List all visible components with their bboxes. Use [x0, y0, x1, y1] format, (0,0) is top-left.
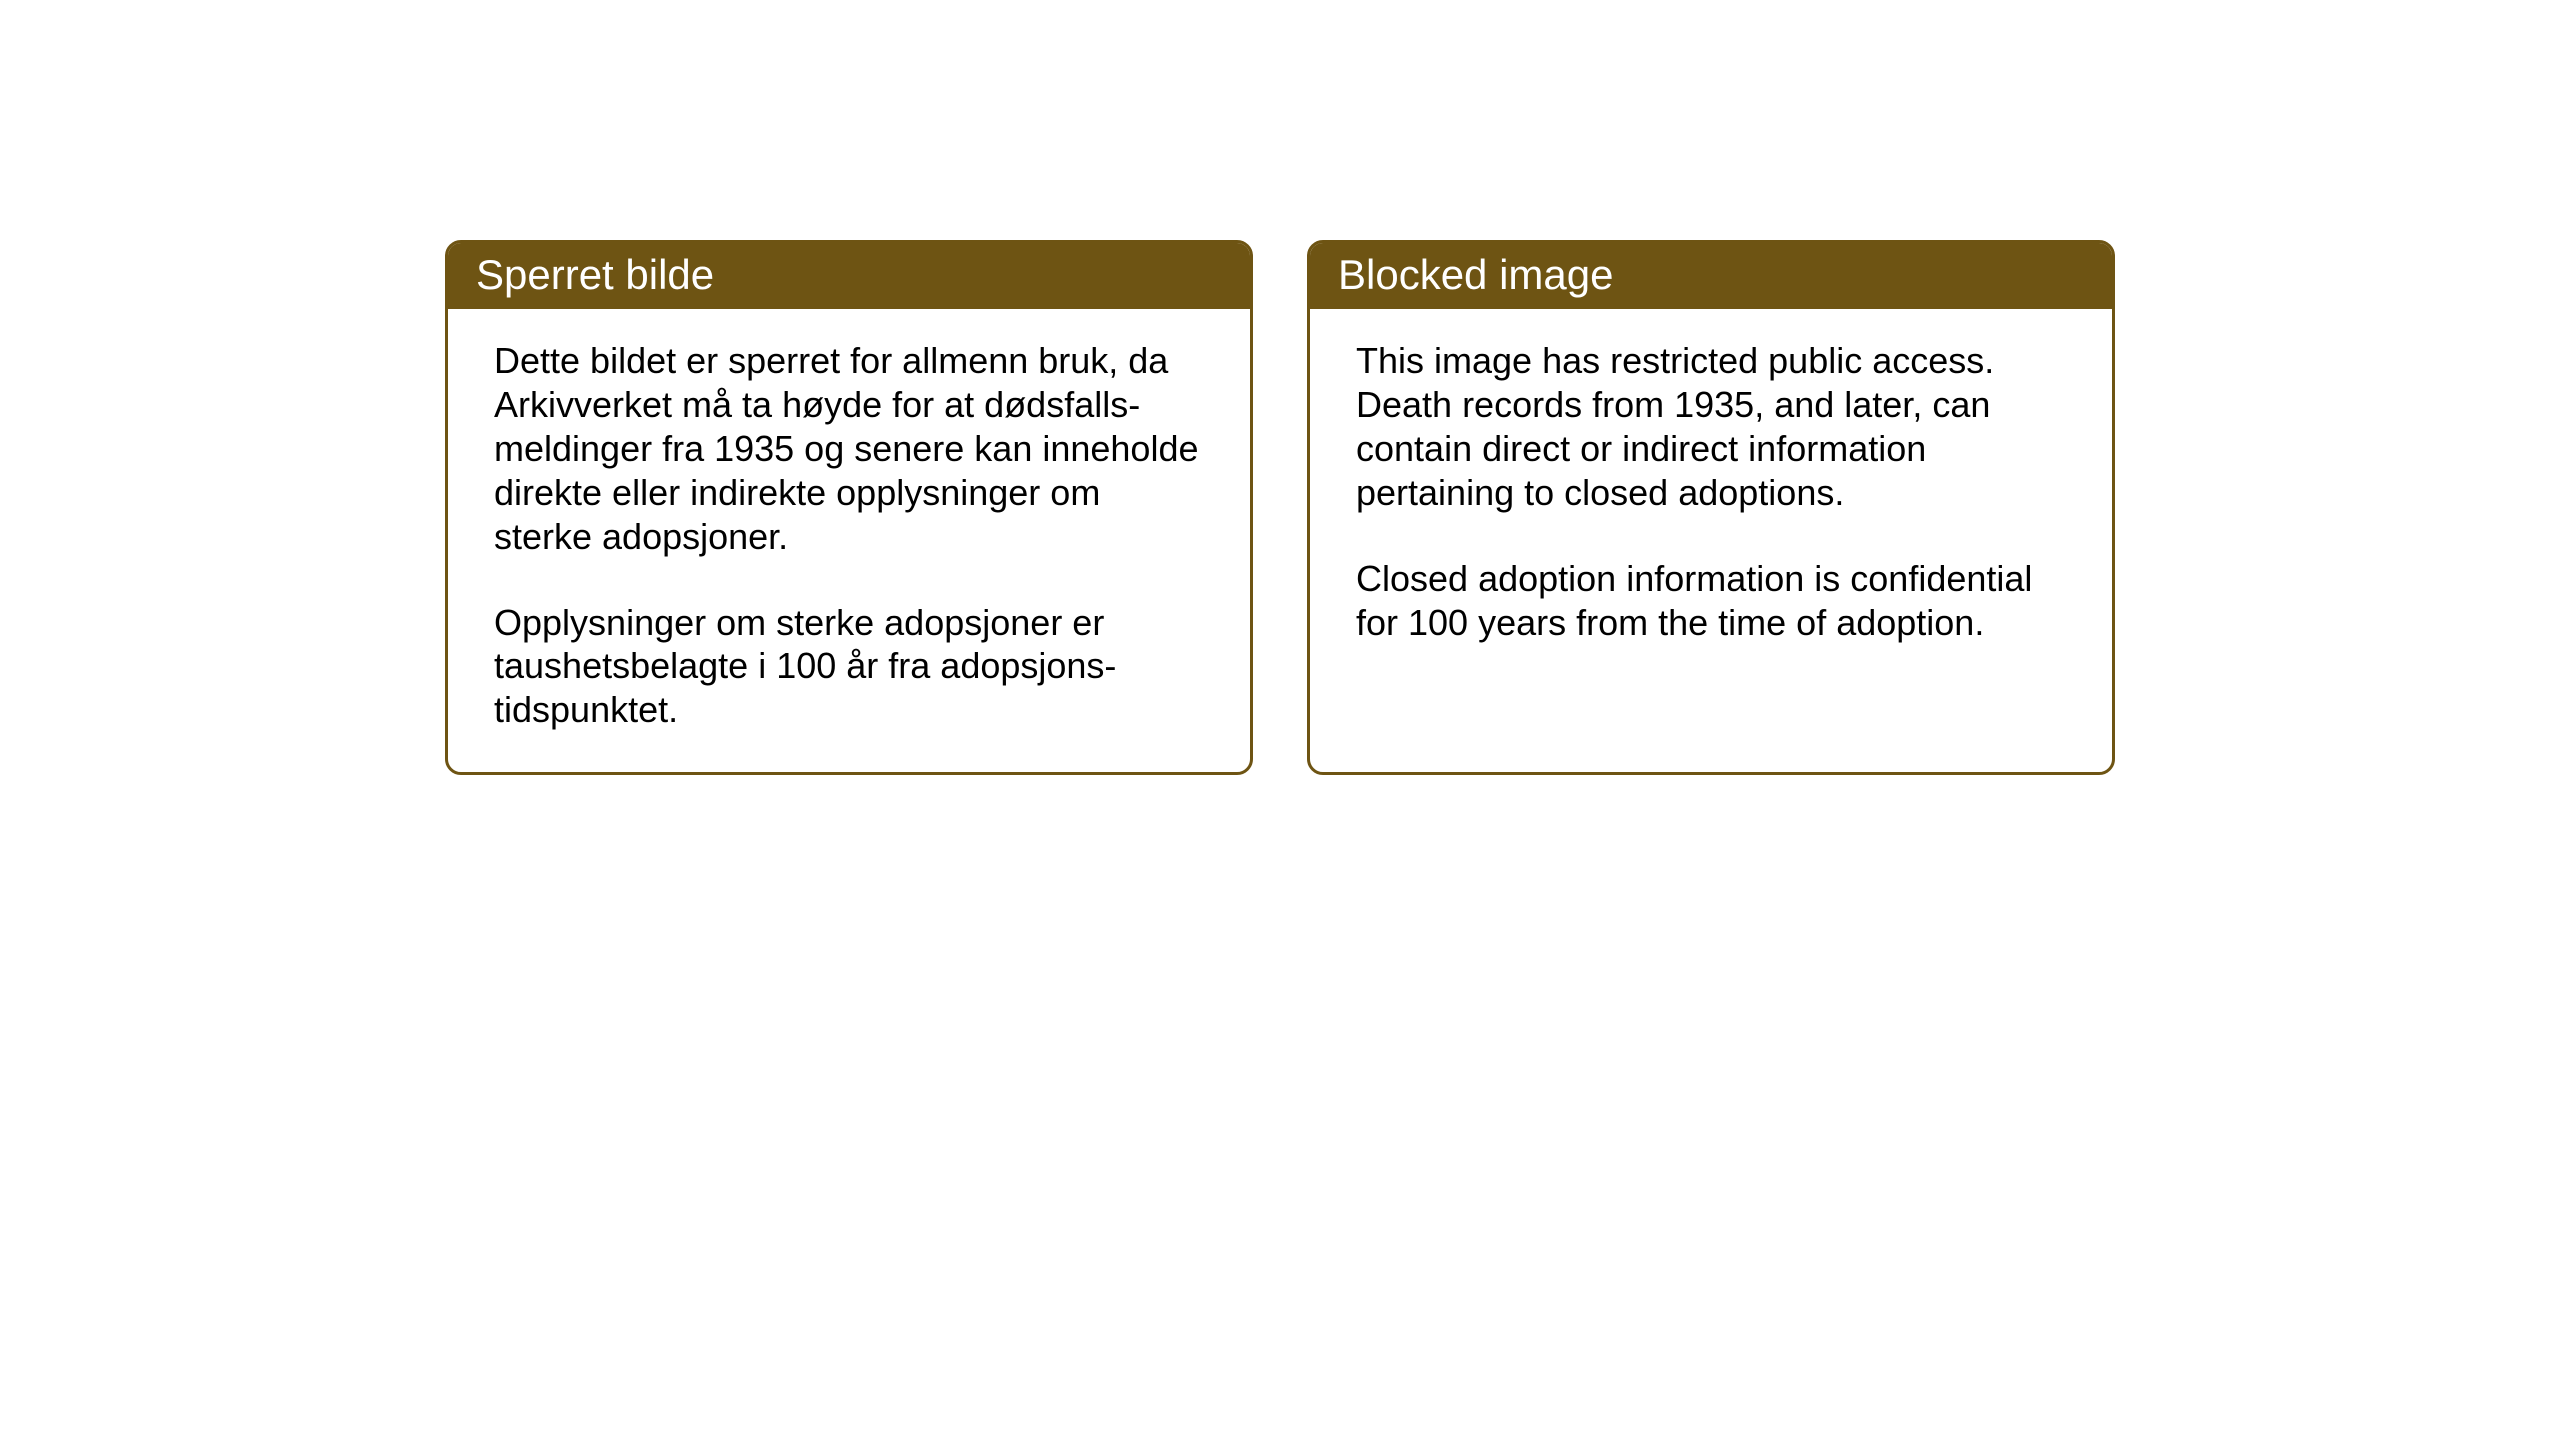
card-paragraph-1-norwegian: Dette bildet er sperret for allmenn bruk… — [494, 339, 1204, 559]
card-body-norwegian: Dette bildet er sperret for allmenn bruk… — [448, 309, 1250, 772]
card-title-english: Blocked image — [1338, 251, 1613, 298]
card-paragraph-1-english: This image has restricted public access.… — [1356, 339, 2066, 515]
card-title-norwegian: Sperret bilde — [476, 251, 714, 298]
card-paragraph-2-norwegian: Opplysninger om sterke adopsjoner er tau… — [494, 601, 1204, 733]
notice-card-norwegian: Sperret bilde Dette bildet er sperret fo… — [445, 240, 1253, 775]
card-header-english: Blocked image — [1310, 243, 2112, 309]
card-body-english: This image has restricted public access.… — [1310, 309, 2112, 749]
notice-cards-container: Sperret bilde Dette bildet er sperret fo… — [445, 240, 2115, 775]
card-header-norwegian: Sperret bilde — [448, 243, 1250, 309]
card-paragraph-2-english: Closed adoption information is confident… — [1356, 557, 2066, 645]
notice-card-english: Blocked image This image has restricted … — [1307, 240, 2115, 775]
